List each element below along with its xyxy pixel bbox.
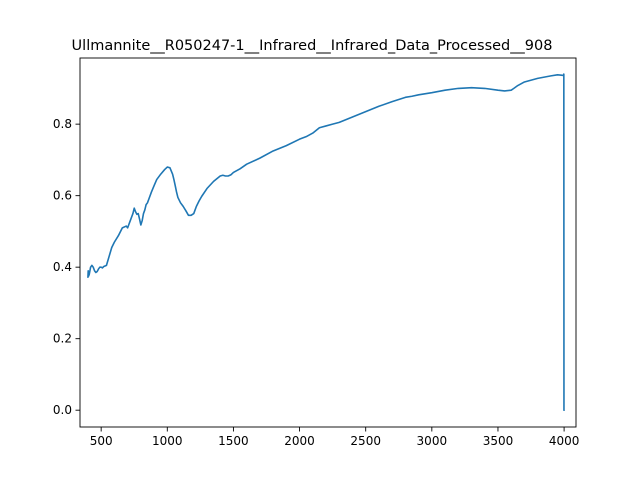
y-tick-label: 0.0 [53, 403, 72, 417]
x-tick-label: 1000 [152, 434, 183, 448]
x-tick-label: 1500 [218, 434, 249, 448]
axes-frame [79, 57, 577, 428]
x-tick-label: 2500 [350, 434, 381, 448]
x-tick-label: 3500 [483, 434, 514, 448]
x-tick-label: 2000 [284, 434, 315, 448]
x-axis: 500 1000 1500 2000 2500 3000 3500 4000 [90, 427, 580, 448]
x-tick-label: 500 [90, 434, 113, 448]
chart-title: Ullmannite__R050247-1__Infrared__Infrare… [72, 38, 553, 54]
y-tick-label: 0.6 [53, 189, 72, 203]
y-tick-label: 0.4 [53, 260, 72, 274]
x-tick-label: 3000 [417, 434, 448, 448]
series-line [87, 73, 565, 411]
plot-area [79, 57, 577, 428]
x-tick-label: 4000 [549, 434, 580, 448]
y-tick-label: 0.8 [53, 117, 72, 131]
y-tick-label: 0.2 [53, 332, 72, 346]
y-axis: 0.0 0.2 0.4 0.6 0.8 [53, 117, 80, 417]
